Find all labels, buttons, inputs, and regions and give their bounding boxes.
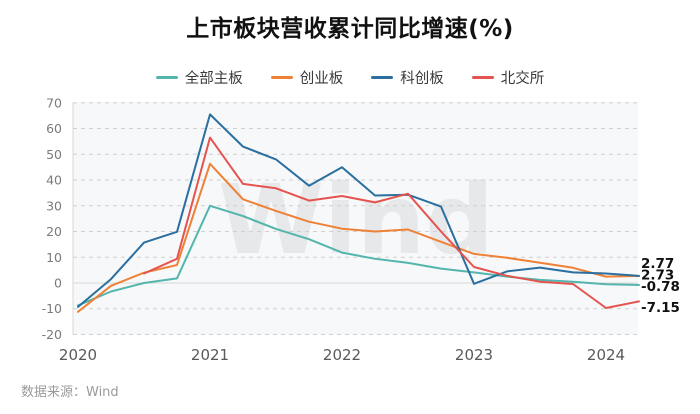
source-note: 数据来源：Wind xyxy=(21,385,119,400)
legend-swatch-bse xyxy=(471,76,494,79)
y-tick-label: 30 xyxy=(46,198,62,213)
series-line-chinext xyxy=(77,162,640,313)
y-tick-label: 50 xyxy=(46,147,62,162)
end-label-bse: -7.15 xyxy=(641,300,680,316)
legend-swatch-star-market xyxy=(371,76,394,79)
x-tick-label: 2024 xyxy=(587,346,625,364)
x-tick-label: 2023 xyxy=(455,346,493,364)
legend-swatch-main-board xyxy=(155,76,178,79)
legend-item-main-board[interactable]: 全部主板 xyxy=(155,67,243,88)
x-tick-label: 2021 xyxy=(191,346,229,364)
end-label-chinext: 2.73 xyxy=(641,268,674,284)
y-tick-label: 70 xyxy=(46,95,62,110)
y-tick-label: -10 xyxy=(42,301,62,316)
chart-legend: 全部主板 创业板 科创板 北交所 xyxy=(0,67,700,88)
series-line-main-board xyxy=(77,204,640,307)
legend-item-chinext[interactable]: 创业板 xyxy=(270,67,344,88)
legend-swatch-chinext xyxy=(270,76,293,79)
x-axis: 2020 2021 2022 2023 2024 xyxy=(59,346,625,364)
series-line-star-market xyxy=(77,113,640,308)
legend-label-chinext: 创业板 xyxy=(299,71,344,87)
series-line-bse xyxy=(143,136,640,309)
legend-item-star-market[interactable]: 科创板 xyxy=(371,67,444,88)
plot-area xyxy=(73,102,638,335)
end-label-main-board: -0.78 xyxy=(641,279,680,295)
legend-label-main-board: 全部主板 xyxy=(184,71,243,87)
x-tick-label: 2020 xyxy=(59,346,97,364)
y-tick-label: -20 xyxy=(42,327,62,342)
y-tick-label: 20 xyxy=(46,224,62,239)
chart-title: 上市板块营收累计同比增速(%) xyxy=(186,16,514,42)
legend-label-bse: 北交所 xyxy=(500,71,545,87)
y-axis: 70 60 50 40 30 20 10 0 -10 -20 xyxy=(42,95,62,342)
legend-item-bse[interactable]: 北交所 xyxy=(471,67,545,88)
x-tick-label: 2022 xyxy=(323,346,361,364)
end-label-star-market: 2.77 xyxy=(641,256,674,272)
legend-label-star-market: 科创板 xyxy=(400,71,444,87)
y-tick-label: 0 xyxy=(54,276,62,291)
y-tick-label: 40 xyxy=(46,173,62,188)
y-tick-label: 60 xyxy=(46,121,62,136)
wind-watermark: Wind xyxy=(218,164,494,276)
y-tick-label: 10 xyxy=(46,250,62,265)
